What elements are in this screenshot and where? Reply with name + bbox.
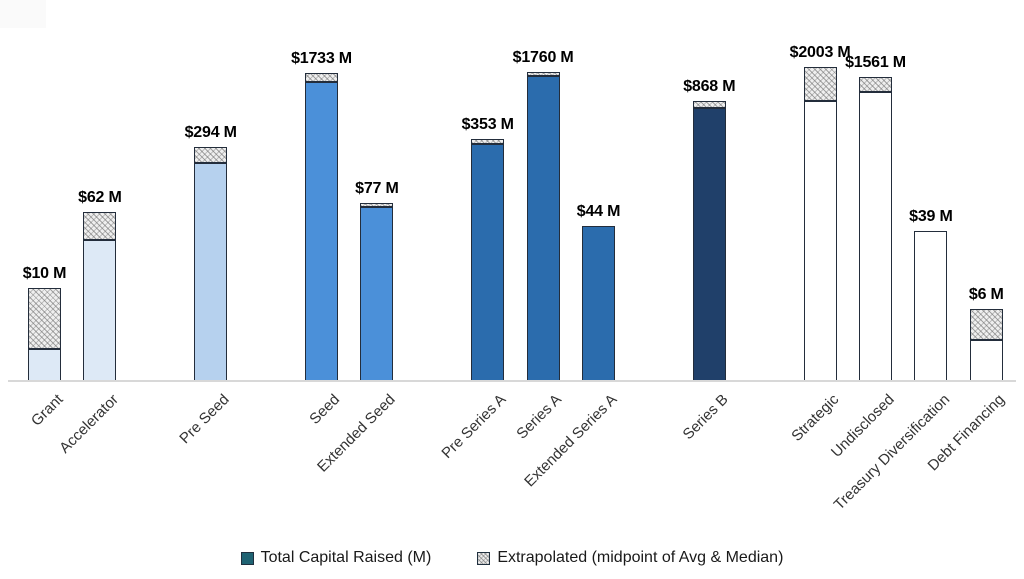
bar-solid-segment bbox=[969, 340, 1003, 381]
legend-label-extrapolated: Extrapolated (midpoint of Avg & Median) bbox=[497, 549, 784, 566]
x-axis-label: Strategic bbox=[788, 391, 843, 445]
bar-solid-segment bbox=[360, 207, 394, 381]
x-axis-label: Grant bbox=[27, 391, 67, 430]
bar-value-label: $62 M bbox=[78, 189, 122, 206]
bar-undisclosed bbox=[859, 77, 892, 381]
legend-solid-swatch-icon bbox=[240, 551, 254, 565]
bar-value-label: $294 M bbox=[184, 124, 237, 141]
bar-value-label: $1561 M bbox=[845, 54, 906, 71]
bar-value-label: $39 M bbox=[909, 208, 953, 225]
bar-solid-segment bbox=[83, 240, 117, 381]
bar-treasury-diversification bbox=[914, 231, 948, 381]
x-axis-label: Series A bbox=[513, 391, 566, 443]
bar-solid-segment bbox=[692, 108, 726, 381]
bar-solid-segment bbox=[859, 92, 892, 381]
bar-pre-series-a bbox=[471, 139, 505, 381]
bar-accelerator bbox=[83, 212, 117, 381]
bar-pre-seed bbox=[194, 147, 228, 381]
bar-solid-segment bbox=[471, 144, 505, 381]
bar-extrapolated-segment bbox=[526, 72, 560, 76]
legend-item-total-capital: Total Capital Raised (M) bbox=[240, 549, 432, 567]
bar-debt-financing bbox=[969, 309, 1003, 381]
top-left-artifact bbox=[0, 0, 46, 28]
bar-solid-segment bbox=[28, 349, 61, 381]
bar-extended-series-a bbox=[582, 226, 615, 381]
bar-series-b bbox=[692, 101, 726, 381]
bar-value-label: $1760 M bbox=[512, 49, 574, 66]
bar-value-label: $353 M bbox=[461, 116, 514, 133]
bar-extrapolated-segment bbox=[360, 203, 394, 207]
bar-value-label: $44 M bbox=[576, 203, 621, 220]
bar-series-a bbox=[526, 72, 560, 381]
bar-extrapolated-segment bbox=[305, 73, 338, 82]
x-axis-label: Pre Series A bbox=[438, 391, 510, 462]
bar-solid-segment bbox=[305, 82, 338, 381]
bar-extrapolated-segment bbox=[692, 101, 726, 108]
bar-extrapolated-segment bbox=[803, 67, 837, 101]
legend-item-extrapolated: Extrapolated (midpoint of Avg & Median) bbox=[477, 549, 783, 567]
bar-seed bbox=[305, 73, 338, 381]
legend-hatch-swatch-icon bbox=[477, 551, 491, 565]
x-axis-label: Series B bbox=[679, 391, 732, 444]
bar-solid-segment bbox=[914, 231, 948, 381]
bar-solid-segment bbox=[582, 226, 615, 381]
bar-extrapolated-segment bbox=[471, 139, 505, 144]
x-axis-label: Seed bbox=[306, 391, 344, 428]
bar-extrapolated-segment bbox=[83, 212, 117, 240]
x-axis-label: Pre Seed bbox=[176, 391, 233, 448]
bar-solid-segment bbox=[526, 76, 560, 381]
bar-value-label: $2003 M bbox=[789, 44, 851, 61]
bar-value-label: $77 M bbox=[355, 180, 399, 197]
bar-value-label: $1733 M bbox=[291, 50, 352, 67]
legend: Total Capital Raised (M) Extrapolated (m… bbox=[0, 549, 1024, 567]
bar-extended-seed bbox=[360, 203, 394, 381]
legend-label-total-capital: Total Capital Raised (M) bbox=[260, 549, 432, 566]
bar-solid-segment bbox=[194, 163, 228, 381]
x-axis-label: Accelerator bbox=[56, 391, 122, 457]
bar-grant bbox=[28, 288, 61, 381]
bar-value-label: $6 M bbox=[968, 286, 1004, 303]
bar-strategic bbox=[803, 67, 837, 381]
bar-value-label: $868 M bbox=[683, 78, 736, 95]
bar-extrapolated-segment bbox=[859, 77, 892, 92]
bar-extrapolated-segment bbox=[194, 147, 228, 163]
bar-extrapolated-segment bbox=[28, 288, 61, 349]
bar-extrapolated-segment bbox=[969, 309, 1003, 340]
x-axis-line bbox=[8, 380, 1016, 382]
bar-value-label: $10 M bbox=[22, 265, 67, 282]
bar-solid-segment bbox=[803, 101, 837, 381]
